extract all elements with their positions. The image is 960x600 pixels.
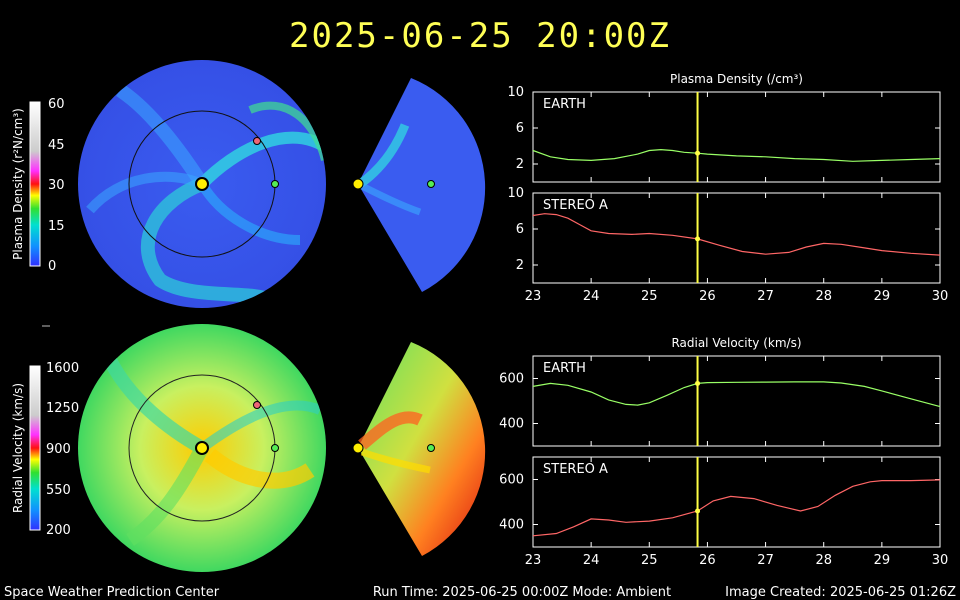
series-line-earth: [532, 148, 941, 162]
series-panel-earth: Radial Velocity (km/s) 400 600 EARTH: [499, 336, 941, 447]
sun-marker: [195, 441, 209, 455]
y-tick-label: 400: [499, 518, 524, 533]
velocity-spiral-arms: [103, 356, 322, 546]
density-tick-30: 30: [48, 178, 65, 193]
current-value-dot: [695, 508, 701, 514]
density-tick-60: 60: [48, 97, 65, 112]
density-colorbar: 60 45 30 15 0 Plasma Density (r²N/cm³): [11, 97, 65, 274]
x-tick-label: 24: [583, 289, 600, 304]
earth-position-dot: [271, 180, 279, 188]
velocity-spiral-arm: [103, 356, 206, 455]
x-tick-label: 25: [641, 289, 658, 304]
panel-label: STEREO A: [543, 198, 608, 213]
density-spiral-arm: [140, 177, 274, 307]
sun-marker: [195, 177, 209, 191]
panel-frame: [532, 91, 941, 183]
current-value-dot: [695, 150, 701, 156]
series-line-stereo-a: [532, 213, 941, 256]
velocity-tick-1250: 1250: [46, 401, 79, 416]
x-tick-label: 26: [699, 553, 716, 568]
panel-label: STEREO A: [543, 462, 608, 477]
x-tick-label: 23: [525, 289, 542, 304]
panel-title: Plasma Density (/cm³): [670, 72, 803, 86]
x-tick-label: 27: [757, 553, 774, 568]
velocity-colorbar-label: Radial Velocity (km/s): [11, 383, 25, 513]
earth-position-dot-meridional: [427, 444, 435, 452]
density-wedge-feature: [357, 123, 410, 188]
current-value-dot: [695, 236, 701, 242]
velocity-tick-200: 200: [46, 523, 71, 538]
x-tick-label: 29: [874, 553, 891, 568]
footer-image-created: Image Created: 2025-06-25 01:26Z: [725, 585, 956, 600]
current-value-dot: [695, 380, 701, 386]
stereo-a-position-dot: [253, 137, 261, 145]
footer-organization: Space Weather Prediction Center: [4, 585, 220, 600]
x-tick-label: 25: [641, 553, 658, 568]
velocity-spiral-arm: [199, 400, 322, 453]
y-tick-label: 10: [507, 186, 524, 201]
stereo-a-position-dot: [253, 401, 261, 409]
y-tick-label: 10: [507, 85, 524, 100]
earth-position-dot: [271, 444, 279, 452]
y-tick-label: 2: [516, 258, 524, 273]
x-tick-label: 26: [699, 289, 716, 304]
x-tick-label: 30: [932, 289, 949, 304]
density-tick-15: 15: [48, 219, 65, 234]
series-line-stereo-a: [532, 479, 941, 537]
y-tick-label: 6: [516, 222, 524, 237]
x-tick-label: 29: [874, 289, 891, 304]
velocity-colorbar: 1600 1250 900 550 200 Radial Velocity (k…: [11, 361, 79, 538]
panel-label: EARTH: [543, 97, 586, 112]
density-ecliptic-view: [78, 60, 326, 308]
timestamp-title: 2025-06-25 20:00Z: [289, 16, 671, 56]
x-tick-label: 28: [815, 289, 832, 304]
velocity-meridional-view: [352, 342, 486, 556]
density-colorbar-label: Plasma Density (r²N/cm³): [11, 108, 25, 260]
density-meridional-view: [352, 78, 486, 292]
velocity-spiral-arm: [126, 444, 209, 546]
y-tick-label: 400: [499, 417, 524, 432]
density-spiral-arm: [115, 84, 208, 188]
density-spiral-arm: [197, 181, 301, 245]
velocity-tick-900: 900: [46, 442, 71, 457]
x-tick-label: 23: [525, 553, 542, 568]
x-tick-label: 24: [583, 553, 600, 568]
x-tick-label: 27: [757, 289, 774, 304]
y-tick-label: 600: [499, 372, 524, 387]
density-tick-0: 0: [48, 259, 56, 274]
footer-run-time: Run Time: 2025-06-25 00:00Z Mode: Ambien…: [373, 585, 671, 600]
sun-marker-meridional: [352, 442, 364, 454]
density-wedge: [358, 78, 486, 292]
panel-frame: [532, 192, 941, 284]
density-spiral-arm: [86, 171, 205, 214]
panel-title: Radial Velocity (km/s): [671, 336, 801, 350]
panel-frame: [532, 456, 941, 548]
velocity-tick-550: 550: [46, 483, 71, 498]
velocity-wedge-feature: [360, 448, 431, 474]
sun-marker-meridional: [352, 178, 364, 190]
density-tick-45: 45: [48, 138, 65, 153]
velocity-wedge: [358, 342, 486, 556]
y-tick-label: 600: [499, 473, 524, 488]
density-colorbar-gradient: [29, 101, 41, 267]
velocity-wedge-feature: [358, 411, 423, 450]
series-panel-earth: Plasma Density (/cm³) 2 6 10 EARTH: [507, 72, 941, 183]
panel-label: EARTH: [543, 361, 586, 376]
density-wedge-feature: [360, 182, 422, 216]
velocity-tick-1600: 1600: [46, 361, 79, 376]
y-tick-label: 6: [516, 121, 524, 136]
x-tick-label: 30: [932, 553, 949, 568]
x-tick-label: 28: [815, 553, 832, 568]
series-panel-stereo-a: 400 600 23 24 25 26 27 28 29 30 STEREO A: [499, 456, 949, 568]
panel-frame: [532, 355, 941, 447]
velocity-spiral-arm: [204, 448, 315, 489]
earth-position-dot-meridional: [427, 180, 435, 188]
y-tick-label: 2: [516, 157, 524, 172]
velocity-ecliptic-view: [78, 324, 326, 572]
velocity-colorbar-gradient: [29, 365, 41, 531]
